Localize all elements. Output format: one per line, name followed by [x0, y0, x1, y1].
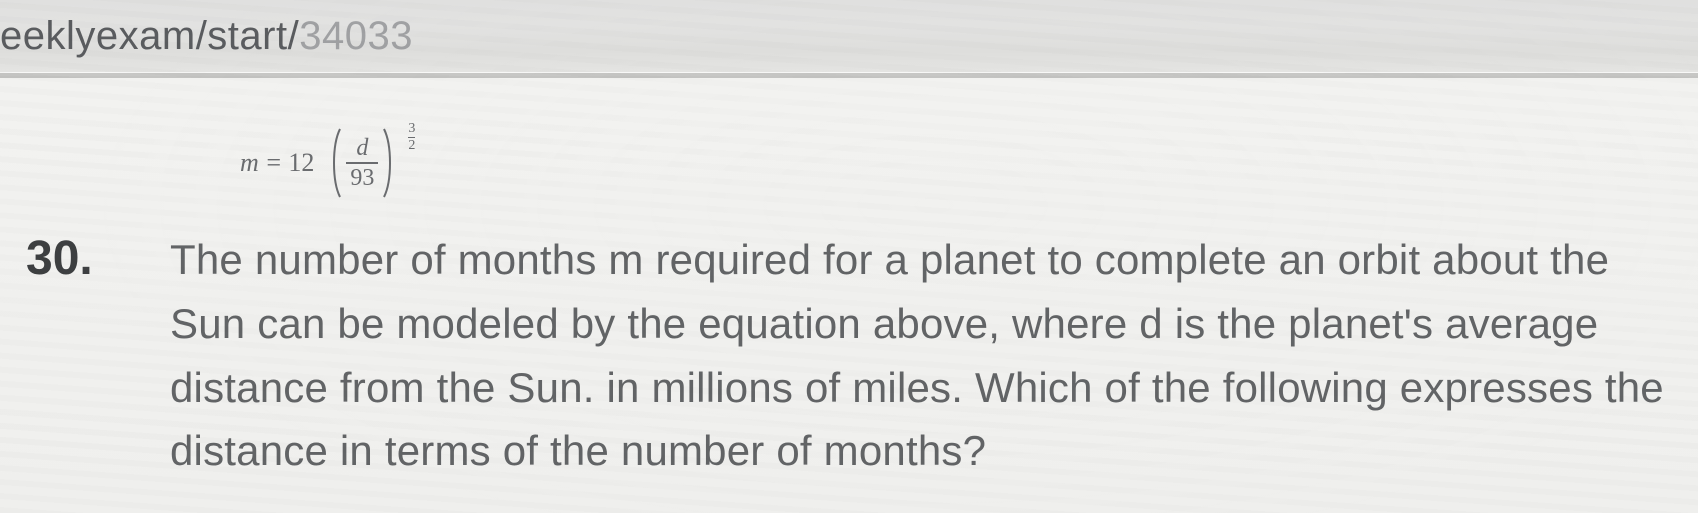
url-path: eeklyexam/start/: [0, 14, 299, 59]
question-number: 30.: [20, 228, 130, 483]
equation-equals: =: [265, 148, 283, 178]
question-row: 30. The number of months m required for …: [20, 218, 1678, 483]
left-paren-icon: [328, 127, 344, 199]
url-id: 34033: [299, 14, 413, 59]
question-content: m = 12 d 93 3 2 30. The numb: [0, 76, 1698, 483]
equation: m = 12 d 93 3 2: [240, 127, 415, 199]
question-text: The number of months m required for a pl…: [170, 228, 1678, 483]
equation-exponent: 3 2: [408, 122, 415, 153]
right-paren-icon: [380, 127, 396, 199]
exponent-numerator: 3: [408, 122, 415, 137]
equation-coefficient: 12: [288, 148, 314, 178]
equation-paren-group: d 93: [320, 127, 404, 199]
equation-block: m = 12 d 93 3 2: [20, 108, 1678, 218]
fraction-denominator: 93: [346, 162, 378, 190]
equation-lhs: m: [240, 148, 259, 178]
exponent-denominator: 2: [408, 137, 415, 153]
url-bar[interactable]: eeklyexam/start/34033: [0, 0, 1698, 72]
equation-inner-fraction: d 93: [346, 136, 378, 190]
fraction-numerator: d: [356, 136, 368, 162]
